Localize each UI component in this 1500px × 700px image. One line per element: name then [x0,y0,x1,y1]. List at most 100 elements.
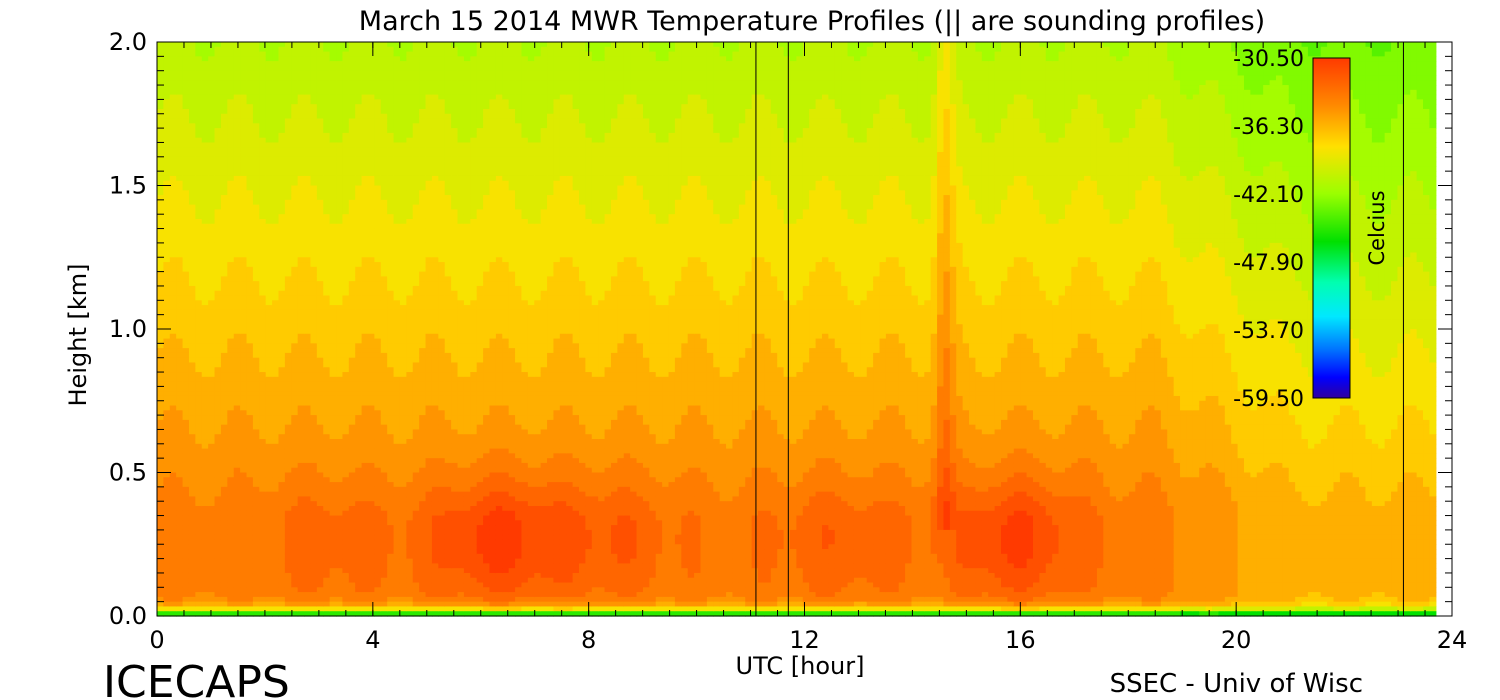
heatmap-cell [330,410,337,415]
heatmap-cell [272,329,279,334]
heatmap-cell [374,190,381,195]
heatmap-cell [406,286,413,291]
heatmap-cell [227,195,234,200]
heatmap-cell [234,367,241,372]
heatmap-cell [355,563,362,568]
heatmap-cell [234,66,241,71]
heatmap-cell [234,583,241,588]
heatmap-cell [368,219,375,224]
heatmap-cell [157,147,164,152]
heatmap-cell [394,147,401,152]
heatmap-cell [259,420,266,425]
heatmap-cell [221,66,228,71]
heatmap-cell [368,367,375,372]
heatmap-cell [221,305,228,310]
heatmap-cell [330,358,337,363]
heatmap-cell [202,444,209,449]
heatmap-cell [157,329,164,334]
heatmap-cell [419,80,426,85]
heatmap-cell [419,90,426,95]
heatmap-cell [163,587,170,592]
heatmap-cell [266,90,273,95]
heatmap-cell [227,511,234,516]
heatmap-cell [221,568,228,573]
heatmap-cell [387,85,394,90]
heatmap-cell [202,482,209,487]
heatmap-cell [330,286,337,291]
heatmap-cell [413,276,420,281]
heatmap-cell [259,85,266,90]
heatmap-cell [247,123,254,128]
heatmap-cell [387,209,394,214]
heatmap-cell [349,319,356,324]
heatmap-cell [394,602,401,607]
heatmap-cell [285,257,292,262]
heatmap-cell [381,592,388,597]
heatmap-cell [298,358,305,363]
heatmap-cell [304,205,311,210]
heatmap-cell [247,458,254,463]
heatmap-cell [195,324,202,329]
heatmap-cell [310,468,317,473]
heatmap-cell [208,362,215,367]
heatmap-cell [355,578,362,583]
heatmap-cell [278,444,285,449]
heatmap-cell [221,334,228,339]
heatmap-cell [176,568,183,573]
heatmap-cell [330,205,337,210]
heatmap-cell [202,358,209,363]
heatmap-cell [183,138,190,143]
heatmap-cell [355,90,362,95]
heatmap-cell [247,166,254,171]
heatmap-cell [400,61,407,66]
heatmap-cell [183,458,190,463]
heatmap-cell [157,592,164,597]
heatmap-cell [215,233,222,238]
heatmap-cell [298,367,305,372]
heatmap-cell [394,286,401,291]
heatmap-cell [298,219,305,224]
heatmap-cell [291,128,298,133]
heatmap-cell [163,339,170,344]
heatmap-cell [285,329,292,334]
heatmap-cell [304,291,311,296]
heatmap-cell [406,90,413,95]
heatmap-cell [278,186,285,191]
heatmap-cell [163,219,170,224]
heatmap-cell [215,568,222,573]
heatmap-cell [342,511,349,516]
heatmap-cell [349,444,356,449]
heatmap-cell [368,339,375,344]
heatmap-cell [285,224,292,229]
heatmap-cell [413,406,420,411]
heatmap-cell [419,47,426,52]
heatmap-cell [176,377,183,382]
heatmap-cell [349,544,356,549]
heatmap-cell [400,214,407,219]
heatmap-cell [189,157,196,162]
heatmap-cell [310,233,317,238]
heatmap-cell [419,300,426,305]
heatmap-cell [234,157,241,162]
heatmap-cell [170,463,177,468]
heatmap-cell [221,492,228,497]
heatmap-cell [291,583,298,588]
heatmap-cell [336,319,343,324]
heatmap-cell [215,56,222,61]
heatmap-cell [247,367,254,372]
heatmap-cell [387,42,394,47]
heatmap-cell [413,224,420,229]
heatmap-cell [227,592,234,597]
heatmap-cell [183,544,190,549]
heatmap-cell [323,324,330,329]
heatmap-cell [304,367,311,372]
heatmap-cell [170,90,177,95]
heatmap-cell [394,142,401,147]
heatmap-cell [400,487,407,492]
heatmap-cell [291,52,298,57]
heatmap-cell [406,324,413,329]
heatmap-cell [368,539,375,544]
heatmap-cell [374,305,381,310]
heatmap-cell [157,506,164,511]
